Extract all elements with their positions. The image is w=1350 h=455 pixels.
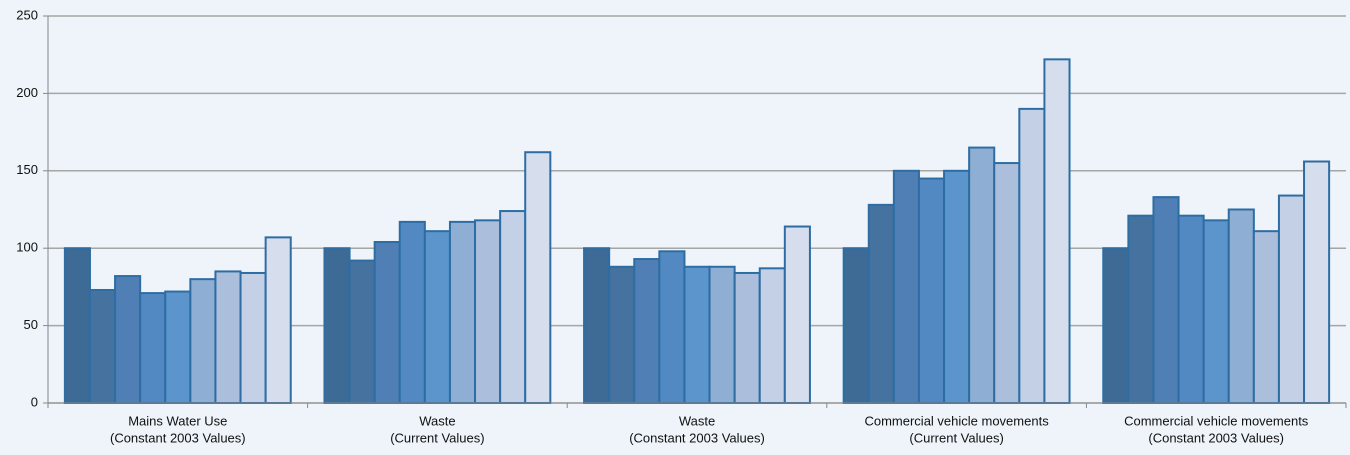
bar: [423, 230, 451, 404]
bar: [398, 220, 426, 404]
x-tick-label: (Constant 2003 Values): [629, 430, 765, 445]
y-tick-label: 50: [24, 317, 38, 332]
bar: [867, 203, 895, 404]
bar: [264, 236, 292, 404]
bar: [583, 247, 611, 404]
bar: [214, 270, 242, 405]
x-tick-label: Waste: [419, 413, 455, 428]
x-tick-label: Mains Water Use: [128, 413, 227, 428]
bar: [842, 247, 870, 404]
bar: [1127, 214, 1155, 404]
x-tick-label: Waste: [679, 413, 715, 428]
bar: [943, 169, 971, 404]
bar: [348, 259, 376, 405]
bar: [608, 265, 636, 404]
bar: [524, 151, 552, 404]
bar: [917, 177, 946, 404]
bar: [1102, 247, 1130, 404]
bar: [783, 225, 811, 404]
bar: [968, 146, 996, 404]
bar: [1227, 208, 1255, 404]
bar: [1152, 196, 1180, 404]
x-tick-label: (Current Values): [390, 430, 484, 445]
bar: [189, 278, 217, 404]
y-tick-label: 150: [16, 162, 38, 177]
x-tick-label: (Constant 2003 Values): [1148, 430, 1284, 445]
y-tick-label: 200: [16, 85, 38, 100]
bar: [164, 290, 192, 405]
bar: [63, 247, 91, 404]
bar: [499, 210, 527, 404]
bar: [114, 275, 142, 404]
bar: [758, 267, 786, 404]
bar: [993, 162, 1021, 404]
bar: [1202, 219, 1230, 404]
y-tick-label: 0: [31, 394, 38, 409]
bar: [1043, 58, 1071, 405]
x-tick-label: Commercial vehicle movements: [864, 413, 1049, 428]
y-tick-label: 100: [16, 240, 38, 255]
y-tick-label: 250: [16, 7, 38, 22]
bar: [1252, 230, 1280, 404]
bar: [323, 247, 351, 404]
x-tick-label: Commercial vehicle movements: [1124, 413, 1309, 428]
bar: [239, 271, 267, 404]
bar: [658, 250, 686, 404]
bar: [892, 169, 920, 404]
bar: [1277, 194, 1306, 404]
bar: [708, 265, 736, 404]
bar: [474, 219, 502, 404]
x-tick-label: (Constant 2003 Values): [110, 430, 246, 445]
bar: [733, 271, 761, 404]
bar: [1177, 214, 1205, 404]
bar: [683, 265, 711, 404]
x-tick-label: (Current Values): [909, 430, 1003, 445]
bar: [373, 241, 401, 404]
bar: [448, 220, 477, 404]
bar: [1303, 160, 1331, 404]
bar: [88, 288, 117, 404]
bar: [1018, 107, 1046, 404]
bar: [139, 292, 167, 405]
bar: [633, 258, 661, 405]
